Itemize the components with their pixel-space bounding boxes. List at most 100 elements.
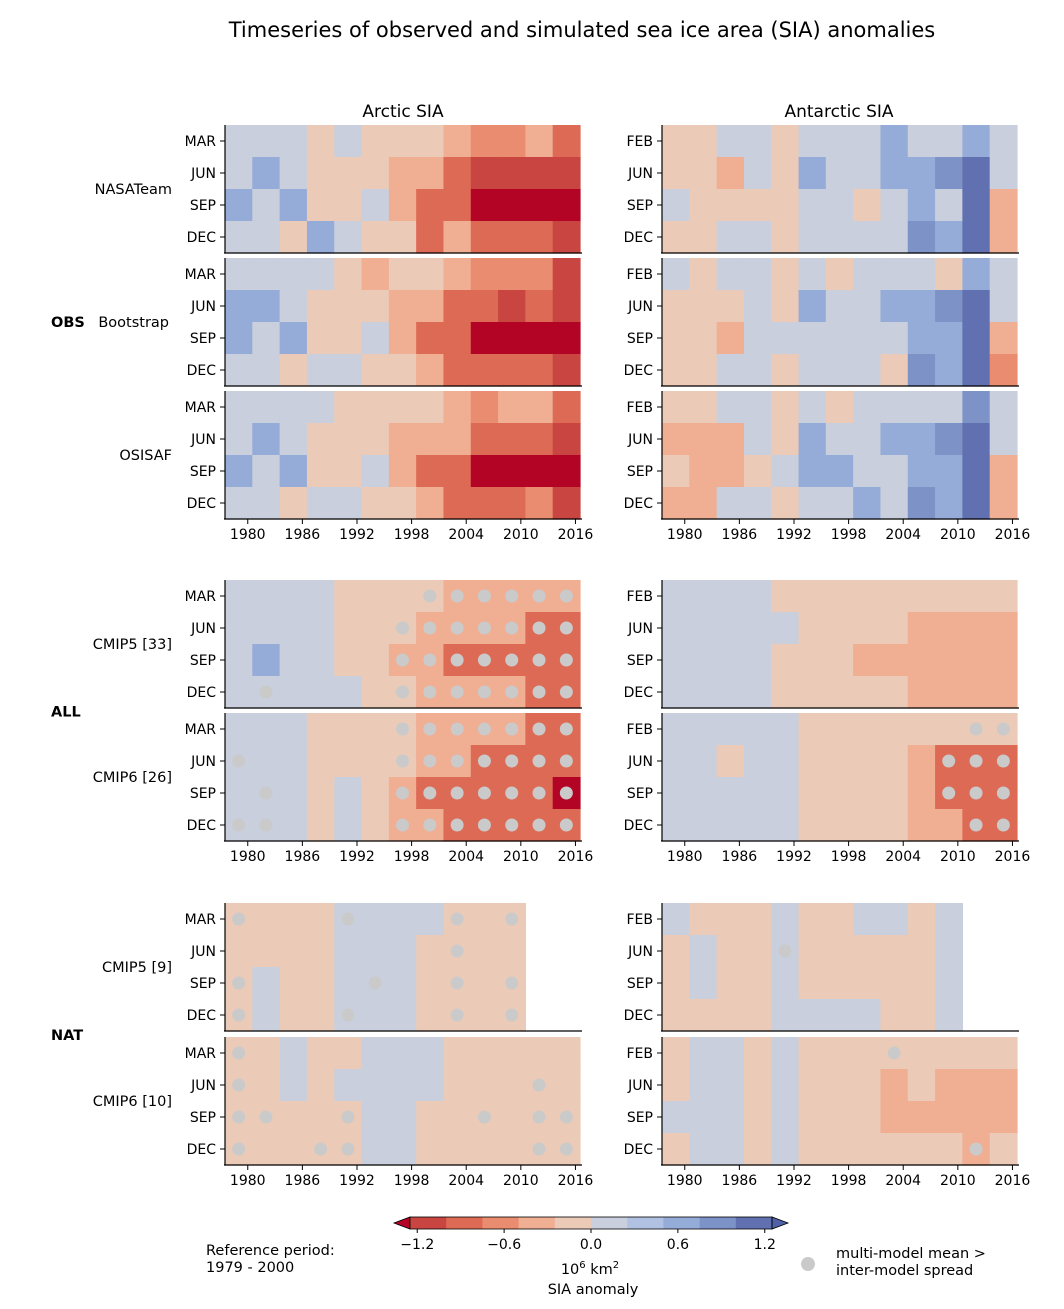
y-tick-label: FEB (626, 589, 653, 605)
heatmap-cell (306, 1069, 335, 1102)
heatmap-cell (962, 1101, 991, 1134)
heatmap-panel: MAR JUN SEP DEC (185, 125, 582, 254)
heatmap-cell (743, 935, 772, 968)
figure-title: Timeseries of observed and simulated sea… (228, 18, 936, 42)
heatmap-cell (853, 487, 882, 520)
heatmap-cell (798, 487, 827, 520)
heatmap-cell (825, 903, 854, 936)
significance-dot (232, 818, 246, 832)
heatmap-panel: MAR JUN SEP DEC 1980 1986 1992 1998 2004 2010 2016 (185, 1037, 593, 1189)
significance-dot (368, 976, 382, 990)
heatmap-cell (525, 157, 554, 190)
heatmap-cell (935, 189, 963, 222)
heatmap-cell (498, 455, 526, 488)
heatmap-cell (689, 644, 718, 677)
heatmap-cell (825, 644, 854, 677)
heatmap-panel: MAR JUN SEP DEC (185, 903, 582, 1032)
heatmap-cell (306, 391, 335, 424)
heatmap-cell (689, 354, 718, 387)
x-tick-label: 2016 (995, 849, 1031, 865)
heatmap-cell (989, 1069, 1018, 1102)
heatmap-cell (279, 935, 308, 968)
x-tick-label: 1998 (831, 849, 867, 865)
significance-dot (450, 1008, 464, 1022)
heatmap-cell (907, 221, 936, 254)
y-tick-label: SEP (627, 331, 653, 347)
heatmap-cell (962, 221, 991, 254)
heatmap-cell (443, 1069, 472, 1102)
row-label: CMIP6 [26] (93, 770, 172, 786)
heatmap-cell (334, 809, 363, 842)
heatmap-cell (743, 354, 772, 387)
heatmap-cell (798, 157, 827, 190)
heatmap-cell (962, 354, 991, 387)
heatmap-cell (798, 612, 827, 645)
y-tick-label: DEC (624, 1008, 654, 1024)
x-tick-label: 2004 (448, 1173, 484, 1189)
heatmap-cell (498, 423, 526, 456)
heatmap-cell (743, 612, 772, 645)
heatmap-panels: MAR JUN SEP DEC MAR JUN SEP DEC MAR JUN SEP DEC 1980… (185, 125, 1031, 1189)
heatmap-cell (825, 125, 854, 158)
x-tick-label: 1992 (339, 527, 375, 543)
group-label: ALL (51, 705, 81, 721)
heatmap-cell (443, 125, 472, 158)
heatmap-cell (853, 125, 882, 158)
heatmap-cell (689, 777, 718, 810)
heatmap-cell (279, 189, 308, 222)
heatmap-cell (470, 322, 499, 355)
y-tick-label: SEP (627, 976, 653, 992)
heatmap-cell (880, 1133, 909, 1166)
heatmap-cell (416, 423, 445, 456)
heatmap-cell (935, 322, 963, 355)
heatmap-cell (798, 455, 827, 488)
heatmap-cell (853, 1037, 882, 1070)
heatmap-cell (498, 322, 526, 355)
heatmap-cell (470, 1037, 499, 1070)
heatmap-cell (470, 125, 499, 158)
heatmap-cell (361, 612, 390, 645)
heatmap-cell (388, 189, 417, 222)
heatmap-cell (907, 1069, 936, 1102)
y-tick-label: DEC (624, 1142, 654, 1158)
heatmap-cell (662, 423, 690, 456)
heatmap-cell (416, 221, 445, 254)
significance-dot (477, 621, 491, 635)
heatmap-cell (361, 809, 390, 842)
heatmap-cell (498, 189, 526, 222)
heatmap-cell (825, 258, 854, 291)
heatmap-cell (825, 487, 854, 520)
y-tick-label: SEP (190, 198, 216, 214)
x-tick-label: 1980 (230, 849, 266, 865)
heatmap-cell (470, 354, 499, 387)
significance-dot (232, 1078, 246, 1092)
heatmap-cell (334, 676, 363, 709)
y-tick-label: JUN (627, 432, 653, 448)
heatmap-cell (361, 221, 390, 254)
heatmap-cell (853, 1133, 882, 1166)
heatmap-panel: FEB JUN SEP DEC (624, 580, 1019, 709)
heatmap-cell (743, 221, 772, 254)
significance-dot (450, 976, 464, 990)
heatmap-cell (880, 125, 909, 158)
heatmap-cell (361, 999, 390, 1032)
heatmap-cell (935, 487, 963, 520)
heatmap-cell (416, 157, 445, 190)
heatmap-cell (361, 935, 390, 968)
x-tick-label: 1998 (831, 1173, 867, 1189)
significance-dot (532, 722, 546, 736)
heatmap-cell (470, 487, 499, 520)
heatmap-cell (825, 745, 854, 778)
heatmap-cell (225, 157, 253, 190)
x-tick-label: 2004 (448, 527, 484, 543)
heatmap-cell (525, 423, 554, 456)
heatmap-cell (388, 322, 417, 355)
significance-dot (341, 1142, 355, 1156)
significance-dot (942, 786, 956, 800)
heatmap-cell (935, 713, 963, 746)
heatmap-cell (334, 1069, 363, 1102)
heatmap-cell (388, 967, 417, 1000)
colorbar-tick-label: −0.6 (487, 1237, 521, 1253)
heatmap-cell (361, 455, 390, 488)
